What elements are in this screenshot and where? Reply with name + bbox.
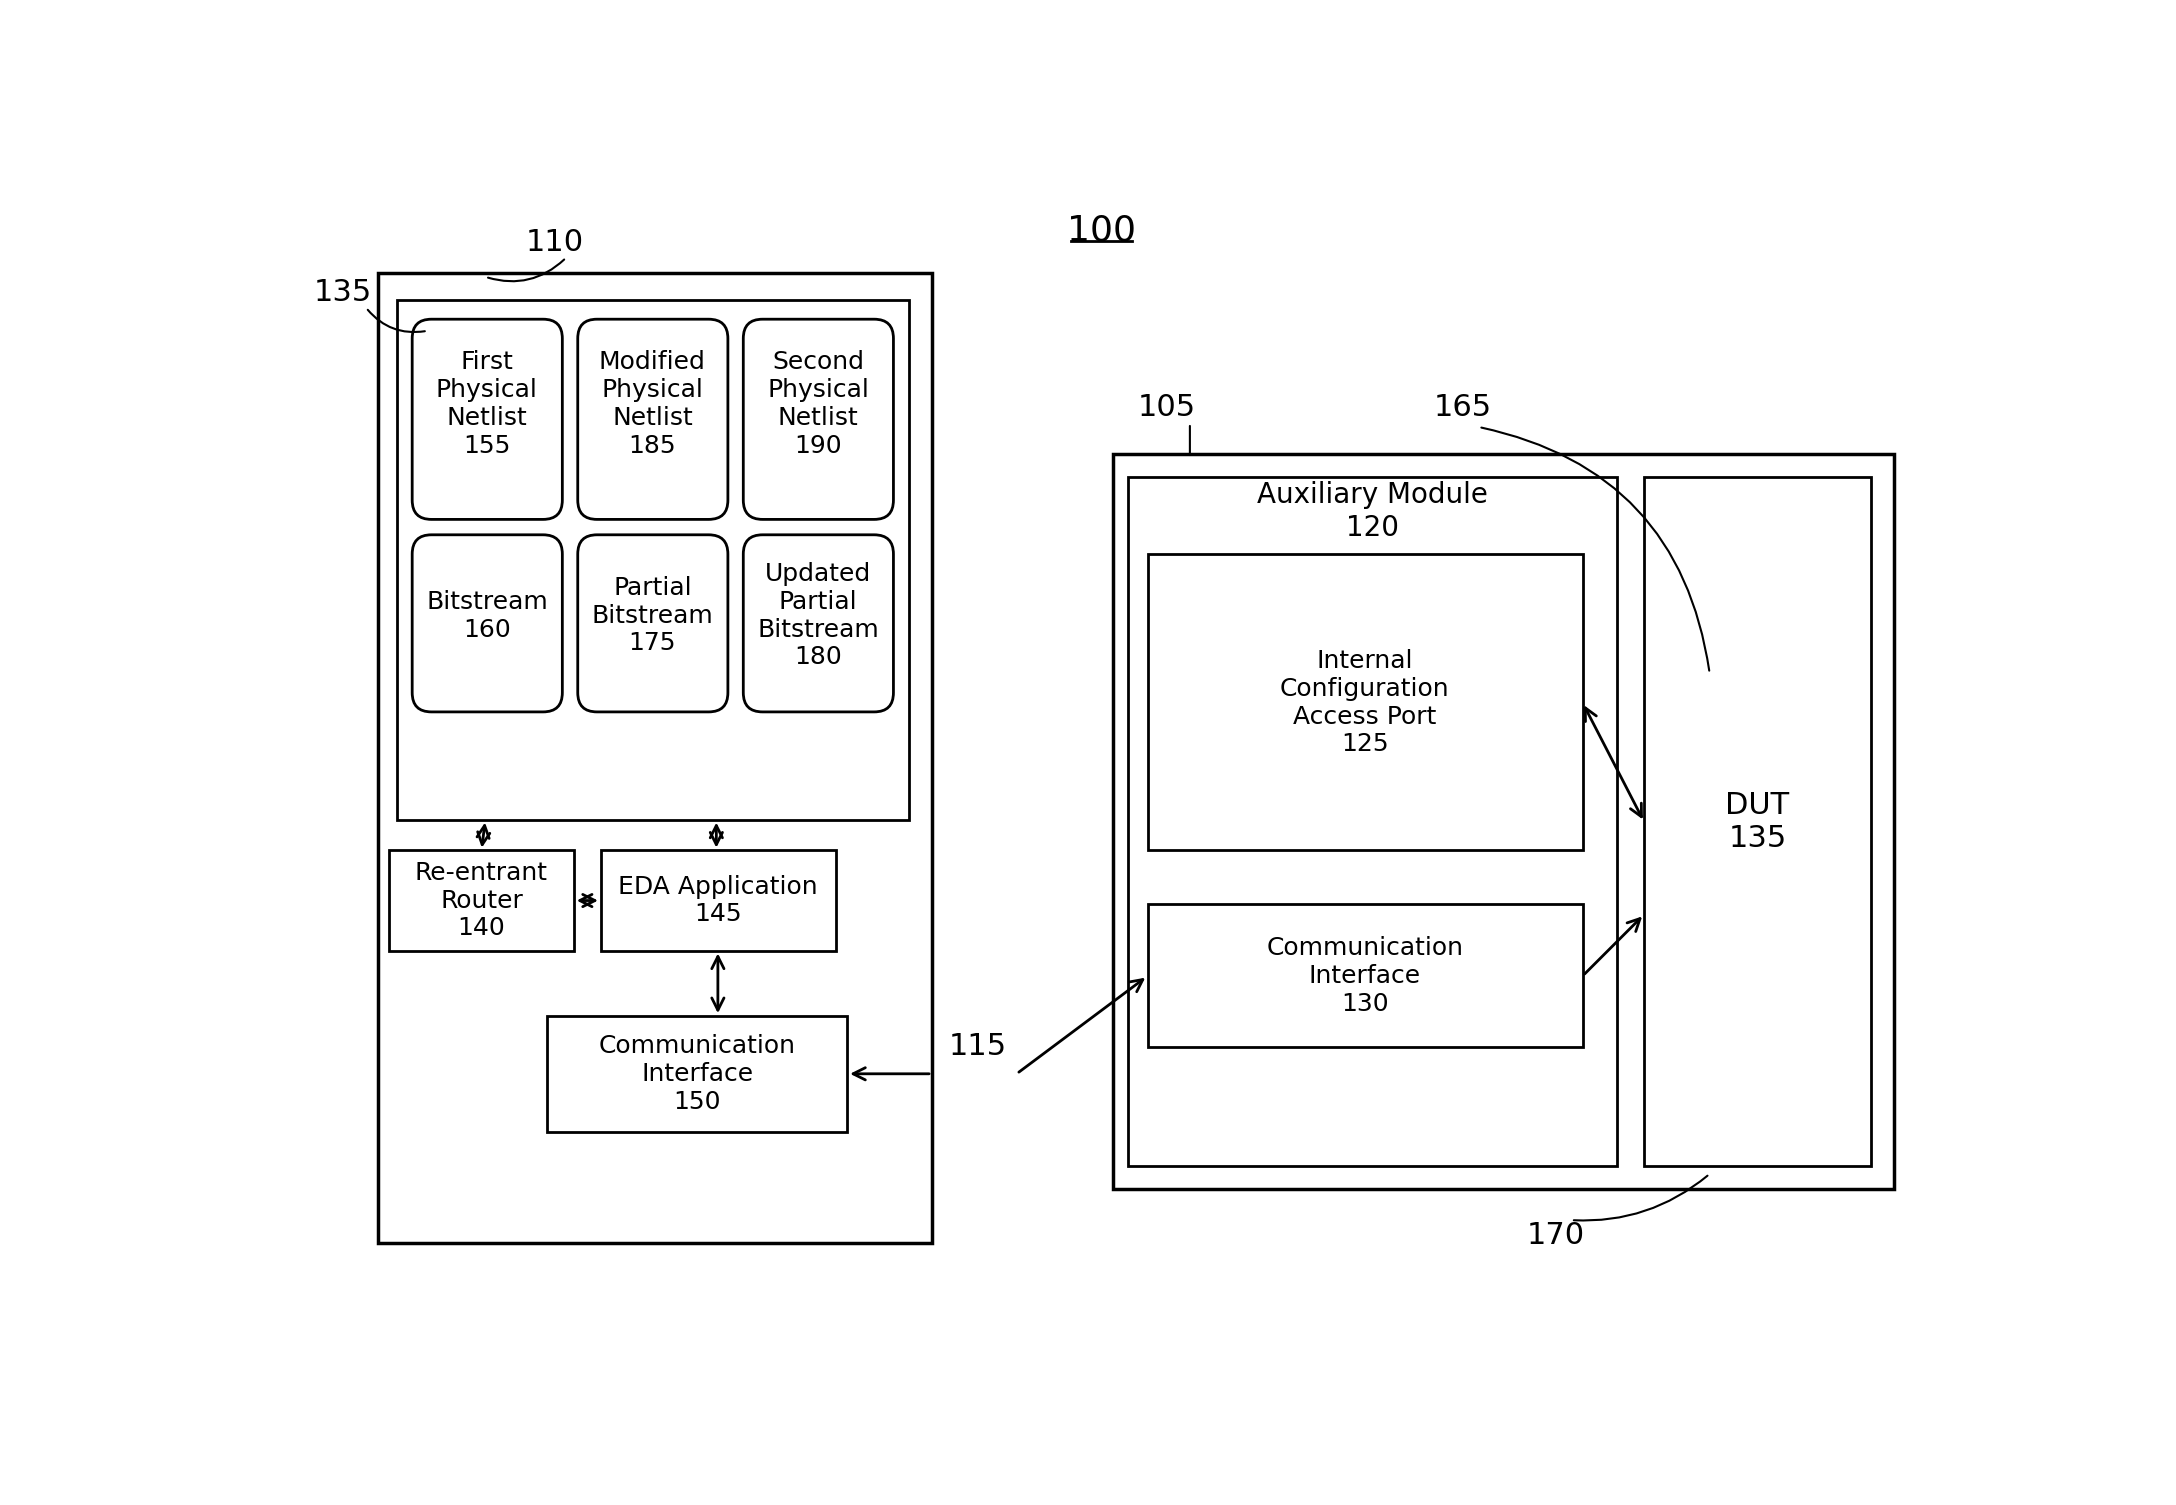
Text: DUT
135: DUT 135 (1726, 790, 1789, 853)
Text: Updated
Partial
Bitstream
180: Updated Partial Bitstream 180 (757, 561, 879, 670)
Text: 165: 165 (1434, 393, 1493, 423)
FancyBboxPatch shape (744, 319, 894, 519)
FancyBboxPatch shape (579, 534, 729, 712)
Bar (1645, 477, 1871, 1166)
Bar (1147, 905, 1582, 1047)
Text: 105: 105 (1138, 393, 1197, 423)
FancyBboxPatch shape (411, 534, 561, 712)
Bar (396, 299, 910, 820)
Bar (379, 272, 931, 1243)
Bar (1112, 455, 1895, 1189)
Text: 170: 170 (1528, 1221, 1584, 1251)
Text: First
Physical
Netlist
155: First Physical Netlist 155 (435, 351, 537, 458)
Text: Bitstream
160: Bitstream 160 (426, 590, 548, 641)
Text: Modified
Physical
Netlist
185: Modified Physical Netlist 185 (598, 351, 705, 458)
Bar (601, 850, 836, 951)
FancyBboxPatch shape (579, 319, 729, 519)
Text: Communication
Interface
130: Communication Interface 130 (1266, 936, 1462, 1016)
Bar (1147, 554, 1582, 850)
Text: 115: 115 (949, 1032, 1007, 1061)
Text: EDA Application
145: EDA Application 145 (618, 874, 818, 927)
FancyBboxPatch shape (744, 534, 894, 712)
Text: Internal
Configuration
Access Port
125: Internal Configuration Access Port 125 (1279, 649, 1449, 757)
Bar (1129, 477, 1617, 1166)
Text: Second
Physical
Netlist
190: Second Physical Netlist 190 (768, 351, 868, 458)
Text: 100: 100 (1066, 214, 1136, 248)
FancyBboxPatch shape (411, 319, 561, 519)
Text: Re-entrant
Router
140: Re-entrant Router 140 (416, 861, 548, 941)
Text: Auxiliary Module
120: Auxiliary Module 120 (1258, 482, 1488, 542)
Text: 110: 110 (527, 227, 583, 257)
Text: Partial
Bitstream
175: Partial Bitstream 175 (592, 576, 714, 656)
Text: Communication
Interface
150: Communication Interface 150 (598, 1034, 796, 1114)
Bar (390, 850, 574, 951)
Text: 135: 135 (313, 278, 372, 307)
Bar (546, 1016, 846, 1132)
